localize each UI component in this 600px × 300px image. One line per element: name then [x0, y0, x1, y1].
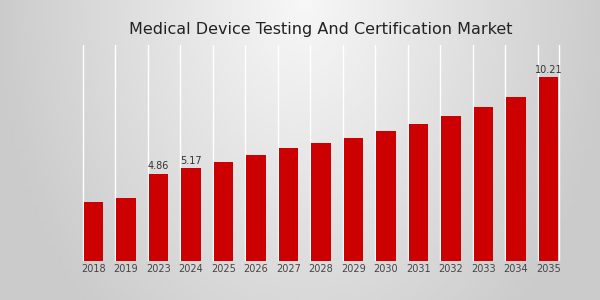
Bar: [344, 138, 363, 261]
Bar: [84, 202, 103, 261]
Text: 4.86: 4.86: [148, 161, 169, 171]
Title: Medical Device Testing And Certification Market: Medical Device Testing And Certification…: [129, 22, 513, 37]
Bar: [246, 155, 266, 261]
Text: 5.17: 5.17: [180, 156, 202, 166]
Bar: [279, 148, 298, 261]
Bar: [506, 97, 526, 261]
Bar: [474, 107, 493, 261]
Bar: [149, 173, 168, 261]
Bar: [181, 168, 201, 261]
Bar: [311, 143, 331, 261]
Bar: [116, 198, 136, 261]
Bar: [409, 124, 428, 261]
Text: 10.21: 10.21: [535, 65, 562, 75]
Bar: [441, 116, 461, 261]
Bar: [539, 77, 558, 261]
Bar: [376, 131, 396, 261]
Bar: [214, 162, 233, 261]
